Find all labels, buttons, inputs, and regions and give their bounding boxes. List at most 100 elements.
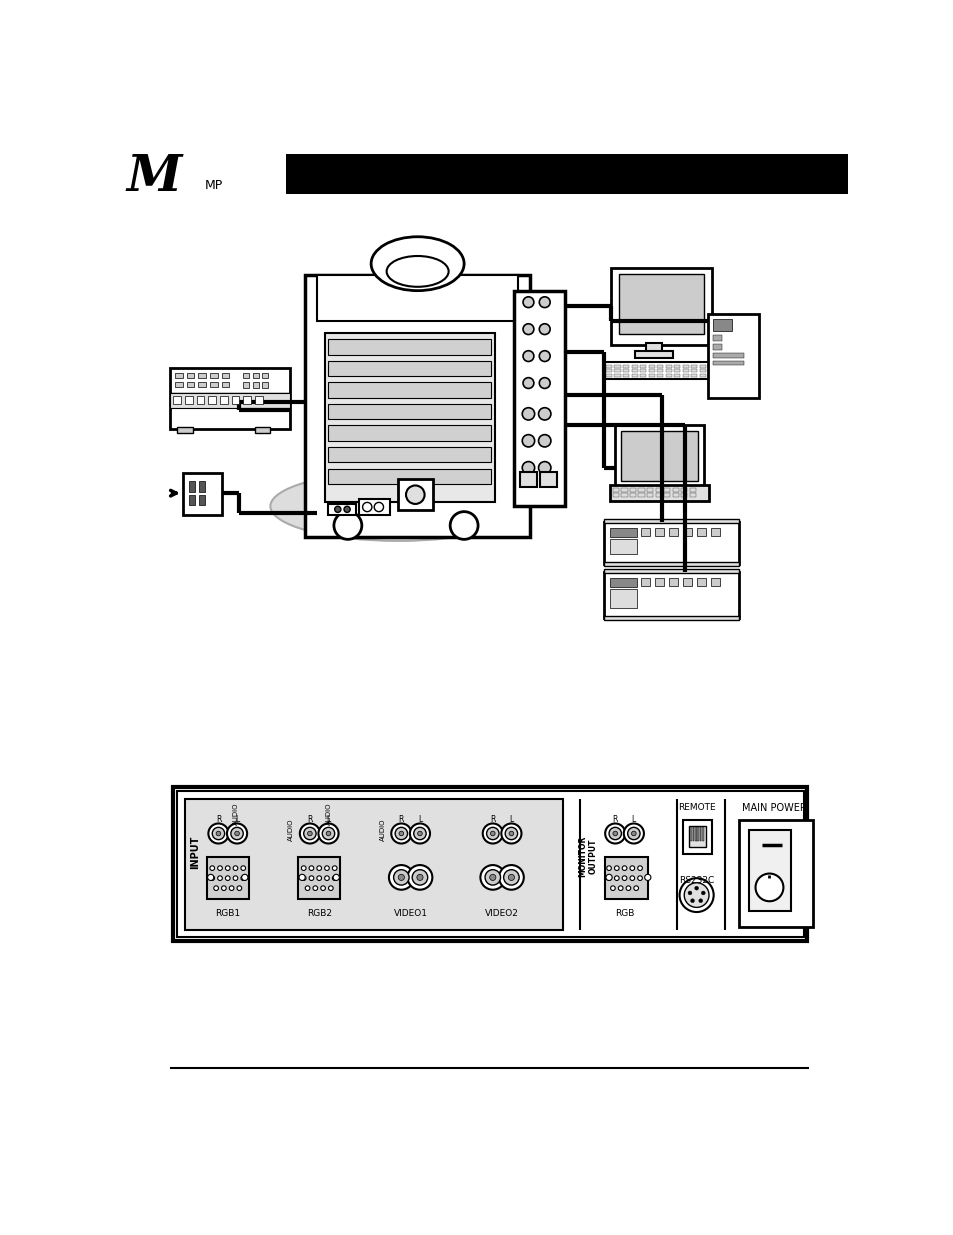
- Circle shape: [412, 869, 427, 885]
- Circle shape: [450, 511, 477, 540]
- Bar: [243, 383, 249, 388]
- Bar: [638, 488, 644, 492]
- Circle shape: [216, 831, 220, 836]
- Circle shape: [618, 885, 622, 890]
- Circle shape: [299, 824, 319, 844]
- Bar: [631, 374, 637, 377]
- Bar: [648, 369, 654, 372]
- Bar: [198, 382, 206, 387]
- Bar: [328, 340, 491, 354]
- Circle shape: [480, 864, 505, 889]
- Text: RGB: RGB: [615, 909, 634, 918]
- Circle shape: [614, 876, 618, 881]
- Bar: [648, 364, 654, 368]
- Bar: [620, 488, 627, 492]
- Bar: [603, 616, 739, 620]
- Bar: [674, 374, 679, 377]
- Circle shape: [604, 824, 624, 844]
- Bar: [629, 493, 636, 496]
- Circle shape: [233, 876, 237, 881]
- Circle shape: [234, 831, 239, 836]
- Circle shape: [301, 866, 306, 871]
- Bar: [691, 374, 697, 377]
- Circle shape: [318, 824, 338, 844]
- Bar: [286, 154, 847, 194]
- Bar: [514, 290, 564, 506]
- Circle shape: [374, 503, 383, 511]
- Bar: [170, 368, 290, 430]
- Circle shape: [755, 873, 782, 902]
- Bar: [177, 792, 802, 937]
- Bar: [316, 275, 517, 321]
- Text: VIDEO1: VIDEO1: [394, 909, 427, 918]
- Circle shape: [213, 885, 218, 890]
- Bar: [603, 568, 739, 573]
- Bar: [609, 538, 637, 555]
- Circle shape: [522, 296, 534, 308]
- Bar: [680, 493, 686, 496]
- Bar: [328, 504, 355, 515]
- Bar: [618, 274, 703, 333]
- Bar: [689, 488, 695, 492]
- Text: INPUT: INPUT: [190, 836, 200, 869]
- Bar: [603, 572, 739, 618]
- Text: L: L: [509, 815, 513, 824]
- Circle shape: [406, 485, 424, 504]
- Text: L: L: [631, 815, 636, 824]
- Bar: [640, 578, 649, 585]
- Bar: [629, 488, 636, 492]
- Circle shape: [217, 876, 222, 881]
- Bar: [620, 431, 698, 480]
- Bar: [645, 343, 661, 352]
- Bar: [605, 369, 612, 372]
- Circle shape: [332, 876, 336, 881]
- Bar: [668, 578, 678, 585]
- Bar: [189, 480, 195, 492]
- Bar: [657, 369, 662, 372]
- Circle shape: [305, 885, 310, 890]
- Bar: [221, 373, 229, 378]
- Circle shape: [225, 876, 230, 881]
- Bar: [611, 268, 711, 345]
- Circle shape: [316, 876, 321, 881]
- Circle shape: [236, 885, 241, 890]
- Bar: [185, 396, 193, 404]
- Circle shape: [324, 866, 329, 871]
- Bar: [221, 382, 229, 387]
- Bar: [620, 493, 627, 496]
- Bar: [682, 578, 691, 585]
- Bar: [243, 373, 249, 378]
- Circle shape: [625, 885, 630, 890]
- Circle shape: [694, 887, 698, 890]
- Bar: [695, 827, 696, 841]
- Text: R: R: [398, 815, 404, 824]
- Bar: [699, 364, 705, 368]
- Bar: [622, 369, 629, 372]
- Bar: [253, 383, 258, 388]
- Circle shape: [212, 827, 224, 840]
- Bar: [253, 373, 258, 378]
- Bar: [674, 369, 679, 372]
- Bar: [261, 373, 268, 378]
- Text: L: L: [234, 815, 239, 824]
- Circle shape: [395, 827, 407, 840]
- Circle shape: [629, 876, 634, 881]
- Bar: [665, 364, 671, 368]
- Bar: [173, 396, 181, 404]
- Bar: [657, 364, 662, 368]
- Bar: [603, 519, 739, 524]
- Circle shape: [344, 506, 350, 513]
- Bar: [199, 495, 205, 505]
- Circle shape: [522, 351, 534, 362]
- Bar: [324, 333, 495, 503]
- Bar: [187, 382, 194, 387]
- Bar: [690, 827, 691, 841]
- Bar: [243, 396, 251, 404]
- Circle shape: [498, 864, 523, 889]
- Circle shape: [538, 351, 550, 362]
- Text: AUDIO: AUDIO: [379, 819, 385, 841]
- Circle shape: [612, 831, 617, 836]
- Text: RS232C: RS232C: [679, 876, 714, 884]
- Bar: [663, 493, 670, 496]
- Circle shape: [627, 827, 639, 840]
